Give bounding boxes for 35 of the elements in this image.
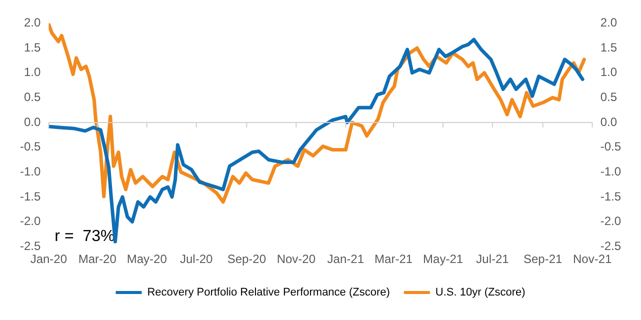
y2-tick-label: 0.5 xyxy=(600,90,618,104)
y2-tick-label: -1.5 xyxy=(600,189,622,204)
x-tick-label: Mar-20 xyxy=(78,252,117,266)
x-tick-label: Nov-21 xyxy=(572,252,612,266)
y2-tick-label: -0.5 xyxy=(600,140,622,154)
y2-tick-label: -2.5 xyxy=(600,238,622,253)
x-tick-label: Sep-20 xyxy=(227,252,266,266)
x-tick-label: Jan-20 xyxy=(30,252,68,266)
y-tick-label: 2.0 xyxy=(24,16,41,30)
x-tick-label: Jan-21 xyxy=(327,252,364,266)
x-tick-label: May-20 xyxy=(126,252,168,266)
y-tick-label: 1.5 xyxy=(24,40,41,54)
x-tick-label: Sep-21 xyxy=(523,252,562,266)
x-tick-label: Jul-21 xyxy=(476,252,510,266)
y2-tick-label: 2.0 xyxy=(600,16,618,30)
y-tick-label: -1.5 xyxy=(20,189,41,204)
y2-tick-label: 1.5 xyxy=(600,40,618,54)
x-tick-label: Mar-21 xyxy=(374,252,413,266)
annotation: r = 73% xyxy=(54,228,115,246)
y-tick-label: 0.5 xyxy=(24,90,41,104)
y-tick-label: -2.0 xyxy=(20,214,41,228)
y-tick-label: 1.0 xyxy=(24,65,41,80)
y2-tick-label: -1.0 xyxy=(600,164,622,178)
y2-tick-label: -2.0 xyxy=(600,214,622,228)
y-tick-label: 0.0 xyxy=(24,114,41,129)
legend-label: Recovery Portfolio Relative Performance (Zscore) xyxy=(147,286,390,299)
y-tick-label: -0.5 xyxy=(20,140,41,154)
y2-tick-label: 1.0 xyxy=(600,65,618,80)
y2-tick-label: 0.0 xyxy=(600,114,618,129)
x-tick-label: Nov-20 xyxy=(276,252,316,266)
x-tick-label: Jul-20 xyxy=(180,252,214,266)
legend-label: U.S. 10yr (Zscore) xyxy=(435,286,526,299)
x-tick-label: May-21 xyxy=(423,252,464,266)
y-tick-label: -2.5 xyxy=(20,238,41,253)
y-tick-label: -1.0 xyxy=(20,164,41,178)
